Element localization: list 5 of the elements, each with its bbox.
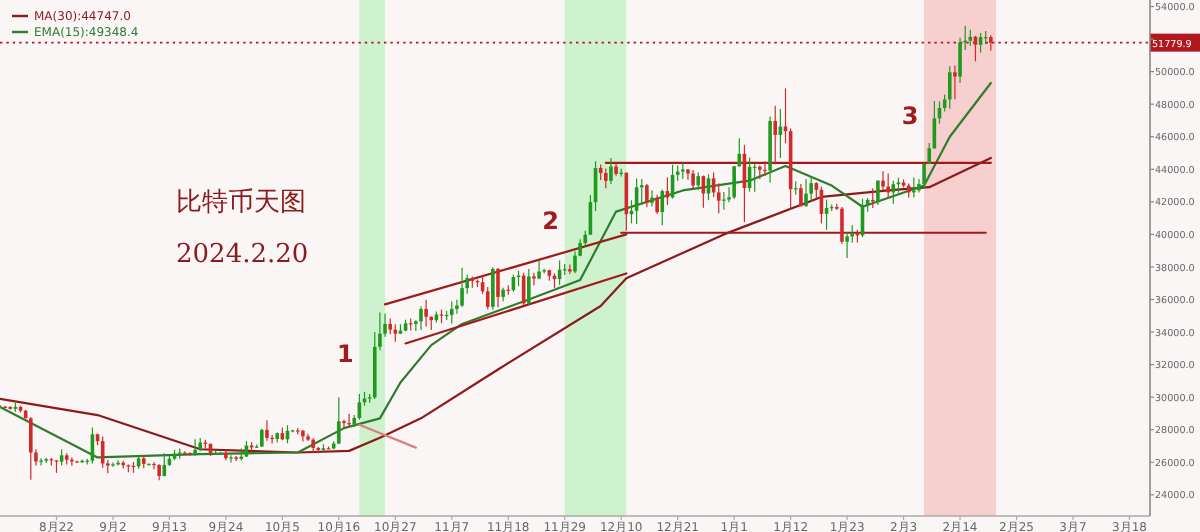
annotation: 1 — [337, 340, 354, 369]
annotation: 2024.2.20 — [176, 240, 309, 270]
annotation: 比特币天图 — [176, 188, 306, 218]
annotation: 2 — [542, 207, 560, 236]
annotation: 3 — [901, 101, 919, 130]
